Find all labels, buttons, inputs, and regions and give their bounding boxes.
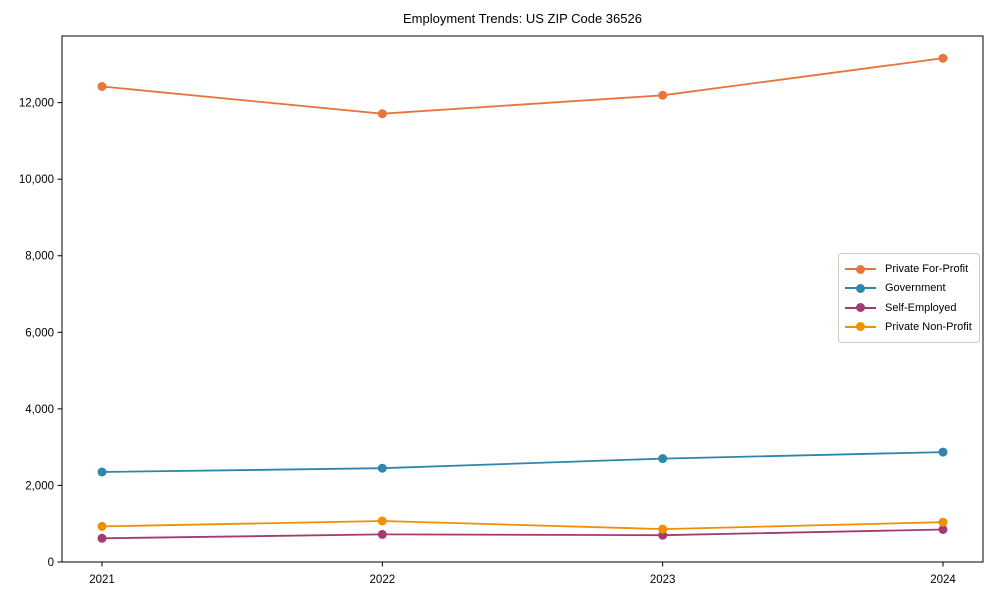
x-tick-label: 2022 — [370, 574, 396, 586]
data-point-private-for-profit-2021 — [97, 82, 107, 91]
legend-label: Self-Employed — [885, 301, 957, 314]
plot-border — [61, 35, 984, 563]
data-point-government-2022 — [377, 463, 387, 473]
series-line-private-non-profit — [101, 520, 944, 531]
y-tick-label: 12,000 — [19, 98, 54, 110]
legend-dot-swatch — [856, 264, 865, 274]
legend-marker-private-for-profit — [845, 264, 876, 275]
data-point-private-for-profit-2024 — [938, 53, 948, 63]
y-tick-label: 6,000 — [25, 327, 54, 339]
legend-dot-swatch — [856, 283, 865, 293]
y-tick-label: 4,000 — [25, 404, 54, 416]
data-point-private-non-profit-2022 — [377, 516, 387, 526]
chart-title: Employment Trends: US ZIP Code 36526 — [403, 11, 642, 26]
legend-item-government: Government — [845, 279, 971, 297]
legend-item-private-for-profit: Private For-Profit — [845, 260, 971, 278]
data-point-private-for-profit-2023 — [658, 90, 668, 100]
series-line-self-employed — [101, 528, 944, 540]
y-tick-label: 10,000 — [19, 174, 54, 186]
series-private-non-profit — [97, 516, 948, 534]
data-point-self-employed-2024 — [938, 525, 948, 534]
y-tick-label: 2,000 — [25, 480, 54, 492]
data-point-self-employed-2021 — [97, 533, 107, 543]
series-government — [97, 447, 948, 477]
legend-label: Private For-Profit — [885, 263, 969, 275]
data-point-private-non-profit-2023 — [658, 524, 668, 534]
data-point-government-2024 — [938, 447, 948, 457]
data-point-private-non-profit-2024 — [938, 517, 948, 527]
data-point-private-non-profit-2021 — [97, 521, 107, 531]
x-tick-label: 2024 — [930, 574, 956, 586]
legend-dot-swatch — [856, 322, 865, 332]
series-line-private-for-profit — [101, 57, 944, 115]
x-axis: 2021 2022 2023 2024 — [89, 562, 956, 586]
data-point-private-for-profit-2022 — [377, 109, 387, 119]
legend-marker-government — [845, 283, 876, 294]
legend-marker-self-employed — [845, 302, 876, 313]
series-self-employed — [97, 525, 948, 543]
data-point-self-employed-2022 — [377, 529, 387, 539]
legend-marker-private-non-profit — [845, 321, 876, 332]
legend-label: Government — [885, 282, 946, 295]
legend: Private For-Profit Government Self-Emplo… — [838, 253, 980, 343]
legend-item-self-employed: Self-Employed — [845, 299, 971, 317]
legend-item-private-non-profit: Private Non-Profit — [845, 318, 972, 336]
data-point-government-2023 — [658, 454, 668, 464]
data-point-government-2021 — [97, 467, 107, 477]
y-axis: 0 2,000 4,000 6,000 8,000 10,000 12,000 — [19, 98, 62, 569]
y-tick-label: 8,000 — [25, 251, 54, 263]
legend-dot-swatch — [856, 303, 865, 313]
y-tick-label: 0 — [48, 557, 54, 569]
x-tick-label: 2023 — [650, 574, 676, 586]
legend-label: Private Non-Profit — [885, 320, 972, 333]
series-line-government — [101, 451, 944, 473]
series-private-for-profit — [97, 53, 948, 119]
x-tick-label: 2021 — [89, 574, 115, 586]
